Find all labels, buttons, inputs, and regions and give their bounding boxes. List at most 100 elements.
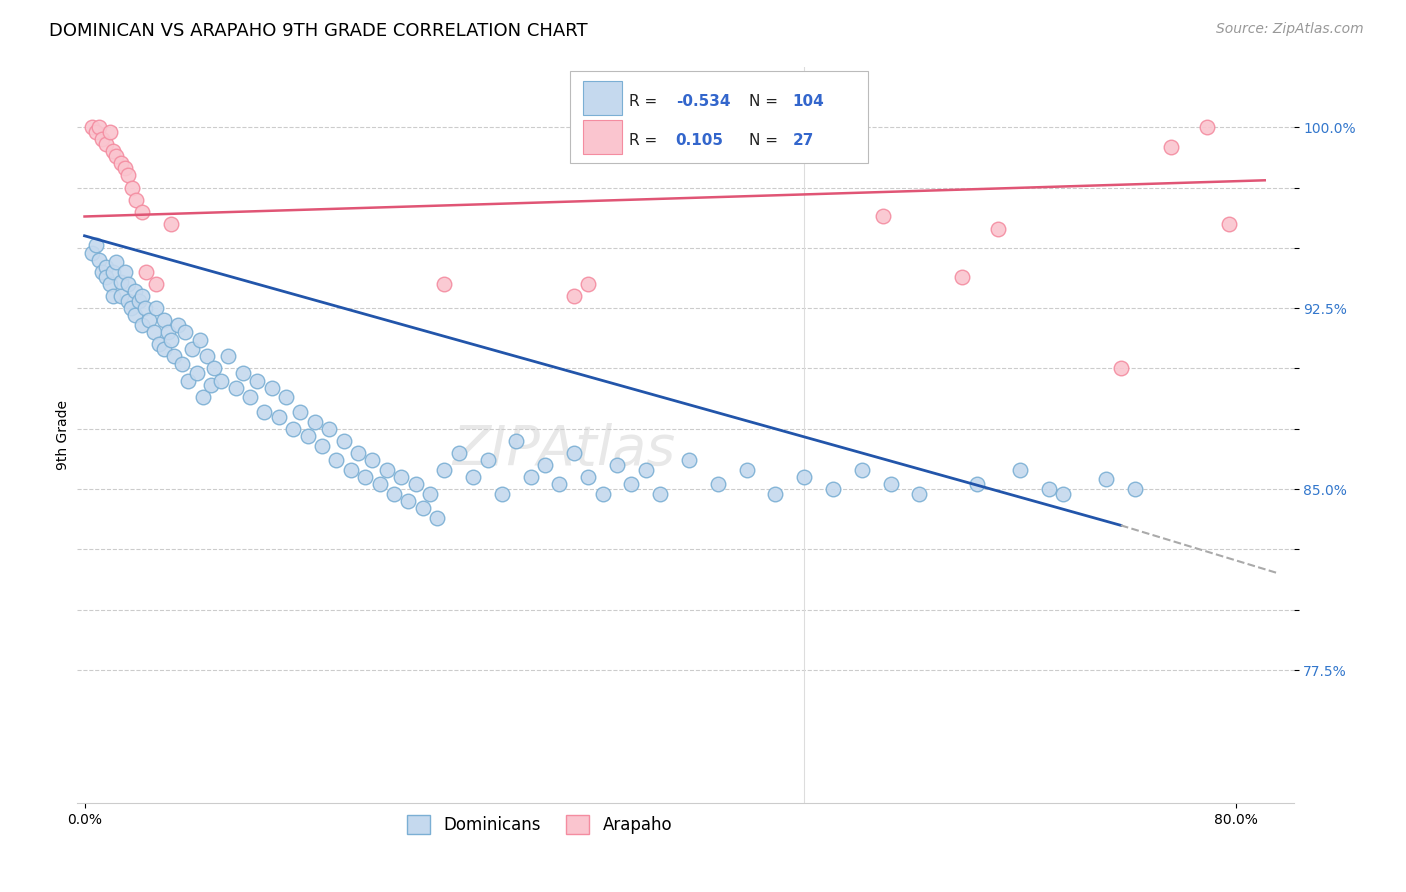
Text: N =: N = bbox=[748, 133, 783, 148]
Point bbox=[339, 463, 361, 477]
Point bbox=[232, 367, 254, 381]
Point bbox=[1010, 463, 1032, 477]
Point bbox=[325, 453, 347, 467]
Point bbox=[735, 463, 758, 477]
Point bbox=[110, 289, 132, 303]
Point bbox=[821, 482, 844, 496]
Point bbox=[519, 470, 541, 484]
Point bbox=[100, 125, 122, 139]
Point bbox=[463, 470, 485, 484]
Point bbox=[433, 277, 456, 291]
Text: ZIPAtlas: ZIPAtlas bbox=[453, 423, 675, 476]
Point bbox=[87, 252, 110, 267]
Point bbox=[1038, 482, 1060, 496]
Point bbox=[80, 120, 103, 135]
Point bbox=[160, 333, 183, 347]
Point bbox=[114, 161, 136, 176]
Point bbox=[188, 333, 211, 347]
Point bbox=[987, 221, 1010, 235]
Point bbox=[548, 477, 571, 491]
Point bbox=[433, 463, 456, 477]
FancyBboxPatch shape bbox=[569, 70, 868, 162]
Point bbox=[152, 313, 174, 327]
Point bbox=[131, 318, 153, 332]
Point bbox=[117, 277, 139, 291]
Point bbox=[94, 260, 117, 275]
Point bbox=[87, 120, 110, 135]
Point bbox=[124, 285, 146, 299]
Point bbox=[389, 470, 412, 484]
Point bbox=[117, 293, 139, 308]
Point bbox=[114, 265, 136, 279]
Text: R =: R = bbox=[630, 94, 662, 109]
Point bbox=[966, 477, 988, 491]
Point bbox=[318, 422, 340, 436]
Text: 0.105: 0.105 bbox=[676, 133, 724, 148]
Point bbox=[90, 132, 112, 146]
Point bbox=[562, 289, 585, 303]
Point bbox=[125, 193, 148, 207]
Point bbox=[163, 350, 186, 364]
Point bbox=[239, 391, 262, 405]
Point bbox=[347, 446, 370, 460]
Point bbox=[186, 367, 208, 381]
Point bbox=[908, 487, 931, 501]
Point bbox=[156, 326, 179, 340]
Point bbox=[361, 453, 384, 467]
Point bbox=[952, 269, 974, 284]
Point bbox=[368, 477, 391, 491]
Point bbox=[851, 463, 873, 477]
Point bbox=[419, 487, 441, 501]
Point bbox=[80, 245, 103, 260]
Point bbox=[167, 318, 190, 332]
Point bbox=[678, 453, 700, 467]
Point bbox=[94, 269, 117, 284]
Point bbox=[1218, 217, 1240, 231]
Point bbox=[253, 405, 276, 419]
FancyBboxPatch shape bbox=[583, 120, 623, 154]
Point bbox=[267, 409, 290, 424]
Point bbox=[152, 342, 174, 356]
Text: Source: ZipAtlas.com: Source: ZipAtlas.com bbox=[1216, 22, 1364, 37]
Point bbox=[105, 255, 128, 269]
Point bbox=[354, 470, 377, 484]
Point bbox=[375, 463, 398, 477]
Point bbox=[110, 156, 132, 170]
Point bbox=[1109, 361, 1132, 376]
Point bbox=[103, 289, 125, 303]
Point bbox=[707, 477, 730, 491]
Point bbox=[142, 326, 165, 340]
Point bbox=[650, 487, 672, 501]
Point bbox=[311, 439, 333, 453]
Point bbox=[879, 477, 901, 491]
Text: DOMINICAN VS ARAPAHO 9TH GRADE CORRELATION CHART: DOMINICAN VS ARAPAHO 9TH GRADE CORRELATI… bbox=[49, 22, 588, 40]
Point bbox=[576, 277, 599, 291]
Point bbox=[1160, 139, 1182, 153]
Point bbox=[505, 434, 527, 448]
Point bbox=[606, 458, 628, 472]
Point bbox=[592, 487, 614, 501]
Point bbox=[90, 265, 112, 279]
Point bbox=[103, 265, 125, 279]
Point bbox=[274, 391, 297, 405]
Point bbox=[405, 477, 427, 491]
Point bbox=[145, 277, 167, 291]
Point bbox=[447, 446, 470, 460]
Point bbox=[246, 374, 269, 388]
Point bbox=[177, 374, 200, 388]
Point bbox=[145, 301, 167, 315]
Point bbox=[382, 487, 405, 501]
Point bbox=[534, 458, 557, 472]
Point bbox=[135, 265, 157, 279]
Legend: Dominicans, Arapaho: Dominicans, Arapaho bbox=[398, 806, 681, 842]
Point bbox=[131, 204, 153, 219]
Point bbox=[172, 357, 194, 371]
Point bbox=[304, 415, 326, 429]
Point bbox=[202, 361, 225, 376]
Point bbox=[174, 326, 197, 340]
Point bbox=[124, 309, 146, 323]
Point bbox=[1052, 487, 1074, 501]
Point bbox=[128, 293, 150, 308]
Point bbox=[620, 477, 643, 491]
Point bbox=[290, 405, 312, 419]
